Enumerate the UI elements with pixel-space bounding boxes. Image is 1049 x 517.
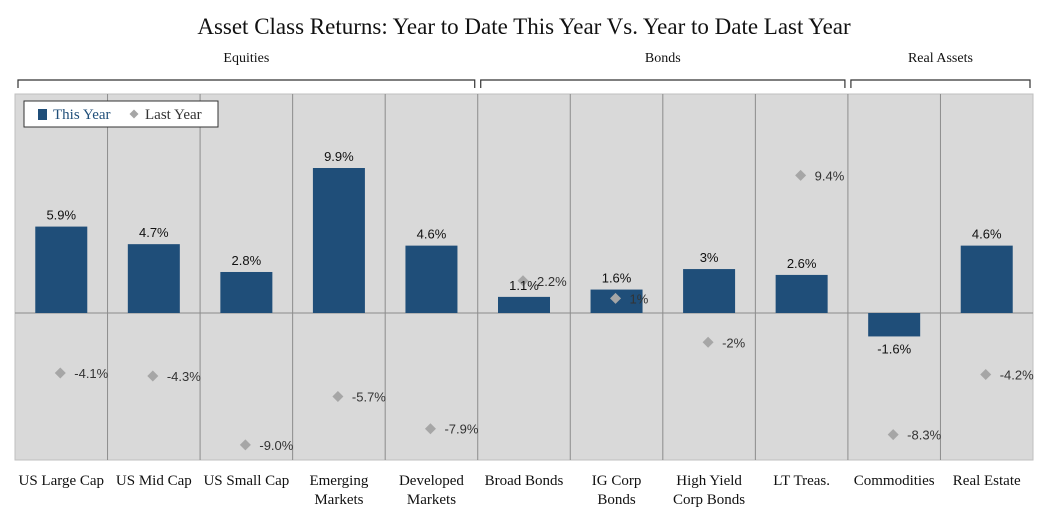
this-year-bars <box>35 168 1013 337</box>
bar <box>775 274 828 313</box>
bar-data-label: 4.6% <box>972 227 1002 242</box>
bar <box>127 244 180 313</box>
legend: This Year Last Year <box>23 100 219 128</box>
group-bracket <box>850 79 1031 88</box>
legend-label-last-year: Last Year <box>145 107 202 123</box>
chart-title: Asset Class Returns: Year to Date This Y… <box>197 14 851 39</box>
bar <box>405 245 458 313</box>
legend-swatch-last-year <box>129 109 139 119</box>
bar-data-label: 4.6% <box>417 227 447 242</box>
marker-data-label: -9.0% <box>259 438 293 453</box>
category-label: Commodities <box>854 473 935 489</box>
category-label: LT Treas. <box>773 473 830 489</box>
marker-data-label: -2% <box>722 335 746 350</box>
marker-data-label: -5.7% <box>352 389 386 404</box>
category-label: Developed Markets <box>399 473 464 508</box>
bar <box>498 296 550 313</box>
marker-data-label: -4.2% <box>1000 368 1034 383</box>
marker-data-label: -7.9% <box>444 422 478 437</box>
bar-data-label: 5.9% <box>46 208 76 223</box>
diamond-marker <box>887 429 899 441</box>
bar-data-label: -1.6% <box>877 341 911 356</box>
bar-data-label: 3% <box>700 250 719 265</box>
bar-data-label: 1.1% <box>509 278 539 293</box>
bar <box>220 271 273 313</box>
marker-data-label: 2.2% <box>537 274 567 289</box>
diamond-marker <box>332 390 344 402</box>
diamond-marker <box>610 292 622 304</box>
diamond-marker <box>54 367 66 379</box>
legend-box <box>23 100 219 128</box>
bar <box>868 313 921 337</box>
bar <box>683 269 736 313</box>
bar-data-label: 2.6% <box>787 256 817 271</box>
diamond-marker <box>980 369 992 381</box>
group-brackets: Equities Bonds Real Assets <box>17 51 1031 88</box>
bar-data-label: 9.9% <box>324 149 354 164</box>
diamond-marker <box>147 370 159 382</box>
group-bracket <box>17 79 476 88</box>
data-labels: 5.9% 4.7% 2.8% 9.9% 4.6% 1.1% 1.6% 3% 2.6% -1.6% 4… <box>46 149 1034 453</box>
diamond-marker <box>702 336 714 348</box>
group-label: Equities <box>223 51 269 66</box>
diamond-marker <box>239 439 251 451</box>
group-label: Bonds <box>645 51 681 66</box>
bar-data-label: 4.7% <box>139 225 169 240</box>
marker-data-label: 9.4% <box>815 168 845 183</box>
bar <box>960 245 1013 313</box>
marker-data-label: 1% <box>630 291 649 306</box>
diamond-marker <box>424 423 436 435</box>
bar-data-label: 1.6% <box>602 271 632 286</box>
category-label: US Small Cap <box>203 473 289 489</box>
last-year-markers <box>54 169 992 451</box>
legend-label-this-year: This Year <box>53 107 111 123</box>
category-label: Emerging Markets <box>309 473 368 508</box>
diamond-marker <box>517 275 529 287</box>
category-label: US Large Cap <box>18 473 104 489</box>
category-axis-labels: US Large Cap US Mid Cap US Small Cap Emergi… <box>18 473 1021 508</box>
diamond-marker <box>795 169 807 181</box>
category-label: IG Corp Bonds <box>592 473 642 508</box>
marker-data-label: -4.3% <box>167 369 201 384</box>
legend-swatch-this-year <box>38 109 47 120</box>
bar <box>312 168 365 313</box>
marker-data-label: -4.1% <box>74 366 108 381</box>
group-label: Real Assets <box>908 51 973 66</box>
bar-data-label: 2.8% <box>232 253 262 268</box>
category-label: High Yield Corp Bonds <box>673 473 745 508</box>
bar <box>35 226 88 313</box>
category-label: Broad Bonds <box>485 473 564 489</box>
group-bracket <box>480 79 846 88</box>
category-label: US Mid Cap <box>116 473 192 489</box>
category-label: Real Estate <box>953 473 1021 489</box>
marker-data-label: -8.3% <box>907 428 941 443</box>
